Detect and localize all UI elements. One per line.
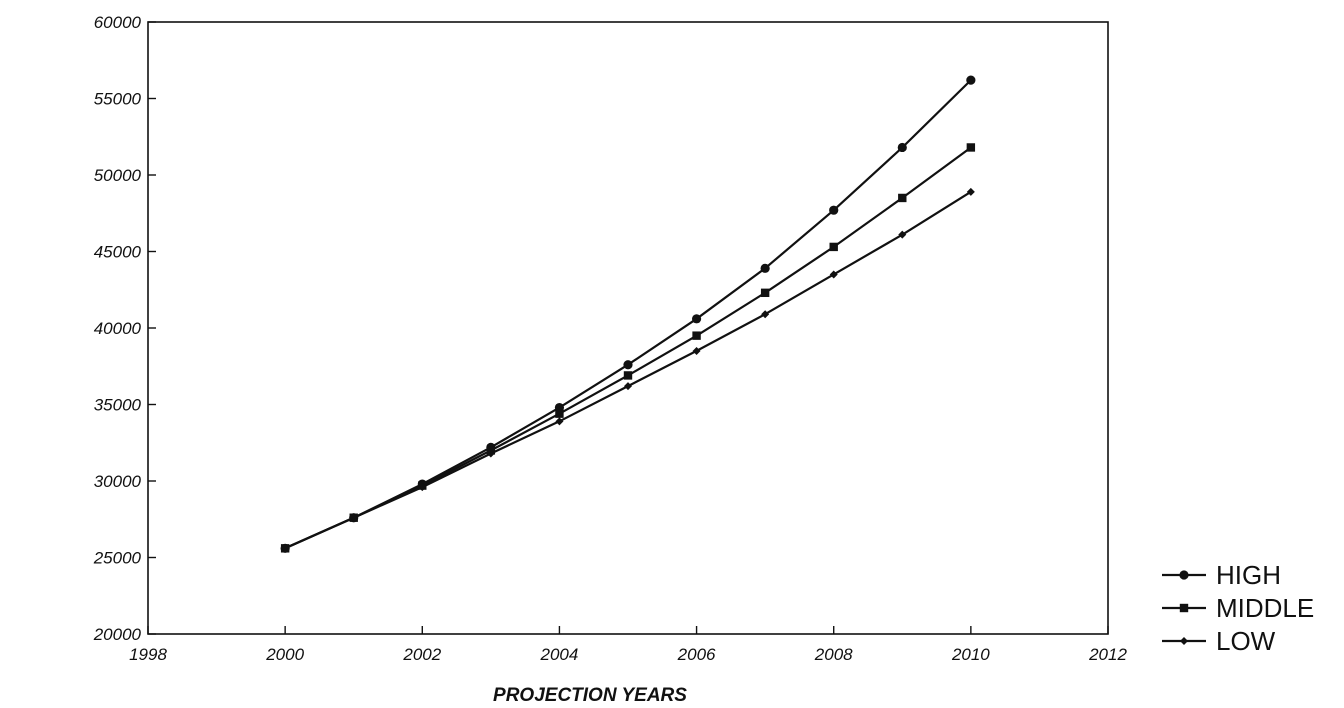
y-tick-label: 45000: [94, 243, 142, 262]
y-tick-label: 60000: [94, 13, 142, 32]
series-layer: [280, 75, 976, 553]
series-middle: [280, 143, 976, 553]
data-point-high: [966, 75, 976, 85]
data-point-middle: [898, 193, 907, 203]
legend-marker-middle: [1179, 603, 1189, 613]
data-point-low: [486, 449, 495, 458]
data-point-low: [281, 544, 290, 553]
x-tick-label: 2012: [1088, 645, 1127, 664]
data-point-low: [555, 417, 564, 426]
y-tick-label: 30000: [94, 472, 142, 491]
x-tick-label: 2004: [540, 645, 579, 664]
data-point-high: [691, 314, 702, 324]
data-point-low: [761, 310, 770, 319]
series-low: [281, 187, 975, 553]
y-axis: 20000 25000 30000 35000 40000 45000 50000 55000…: [93, 13, 156, 644]
x-tick-label: 1998: [129, 645, 167, 664]
data-point-low: [966, 187, 975, 196]
legend-marker-low: [1180, 637, 1188, 645]
legend-item-high: HIGH: [1162, 560, 1281, 590]
legend-item-low: LOW: [1162, 626, 1276, 656]
x-tick-label: 2008: [814, 645, 853, 664]
legend-label-low: LOW: [1216, 626, 1276, 656]
data-point-high: [623, 360, 633, 370]
series-line-high: [284, 79, 972, 550]
data-point-high: [829, 205, 839, 215]
data-point-low: [692, 346, 701, 355]
data-point-high: [897, 142, 907, 153]
legend-label-high: HIGH: [1216, 560, 1281, 590]
data-point-middle: [555, 409, 564, 418]
y-tick-label: 35000: [94, 396, 142, 415]
legend-label-middle: MIDDLE: [1216, 593, 1314, 623]
x-tick-label: 2002: [402, 645, 441, 664]
x-tick-label: 2010: [951, 645, 990, 664]
series-line-low: [284, 190, 972, 550]
y-tick-label: 20000: [93, 625, 142, 644]
data-point-low: [898, 230, 907, 239]
data-point-high: [760, 263, 770, 273]
plot-frame: [147, 21, 1109, 635]
legend-marker-high: [1179, 570, 1189, 580]
data-point-low: [829, 270, 838, 279]
data-point-low: [349, 513, 358, 522]
data-point-low: [418, 483, 427, 492]
x-axis-title: PROJECTION YEARS: [493, 685, 687, 706]
x-tick-label: 2000: [265, 645, 304, 664]
legend-item-middle: MIDDLE: [1162, 593, 1314, 623]
data-point-middle: [829, 242, 838, 252]
data-point-middle: [623, 371, 633, 380]
x-axis: 1998 2000 2002 2004 2006 2008 2010 2012: [129, 626, 1127, 664]
data-point-low: [624, 382, 632, 391]
data-point-middle: [692, 331, 701, 340]
y-tick-label: 50000: [94, 166, 142, 185]
y-tick-label: 40000: [94, 319, 142, 338]
y-tick-label: 25000: [93, 549, 142, 568]
series-line-middle: [284, 146, 972, 550]
x-tick-label: 2006: [677, 645, 716, 664]
data-point-middle: [966, 143, 976, 152]
y-tick-label: 55000: [94, 90, 142, 109]
series-high: [280, 75, 976, 553]
data-point-middle: [760, 288, 770, 298]
